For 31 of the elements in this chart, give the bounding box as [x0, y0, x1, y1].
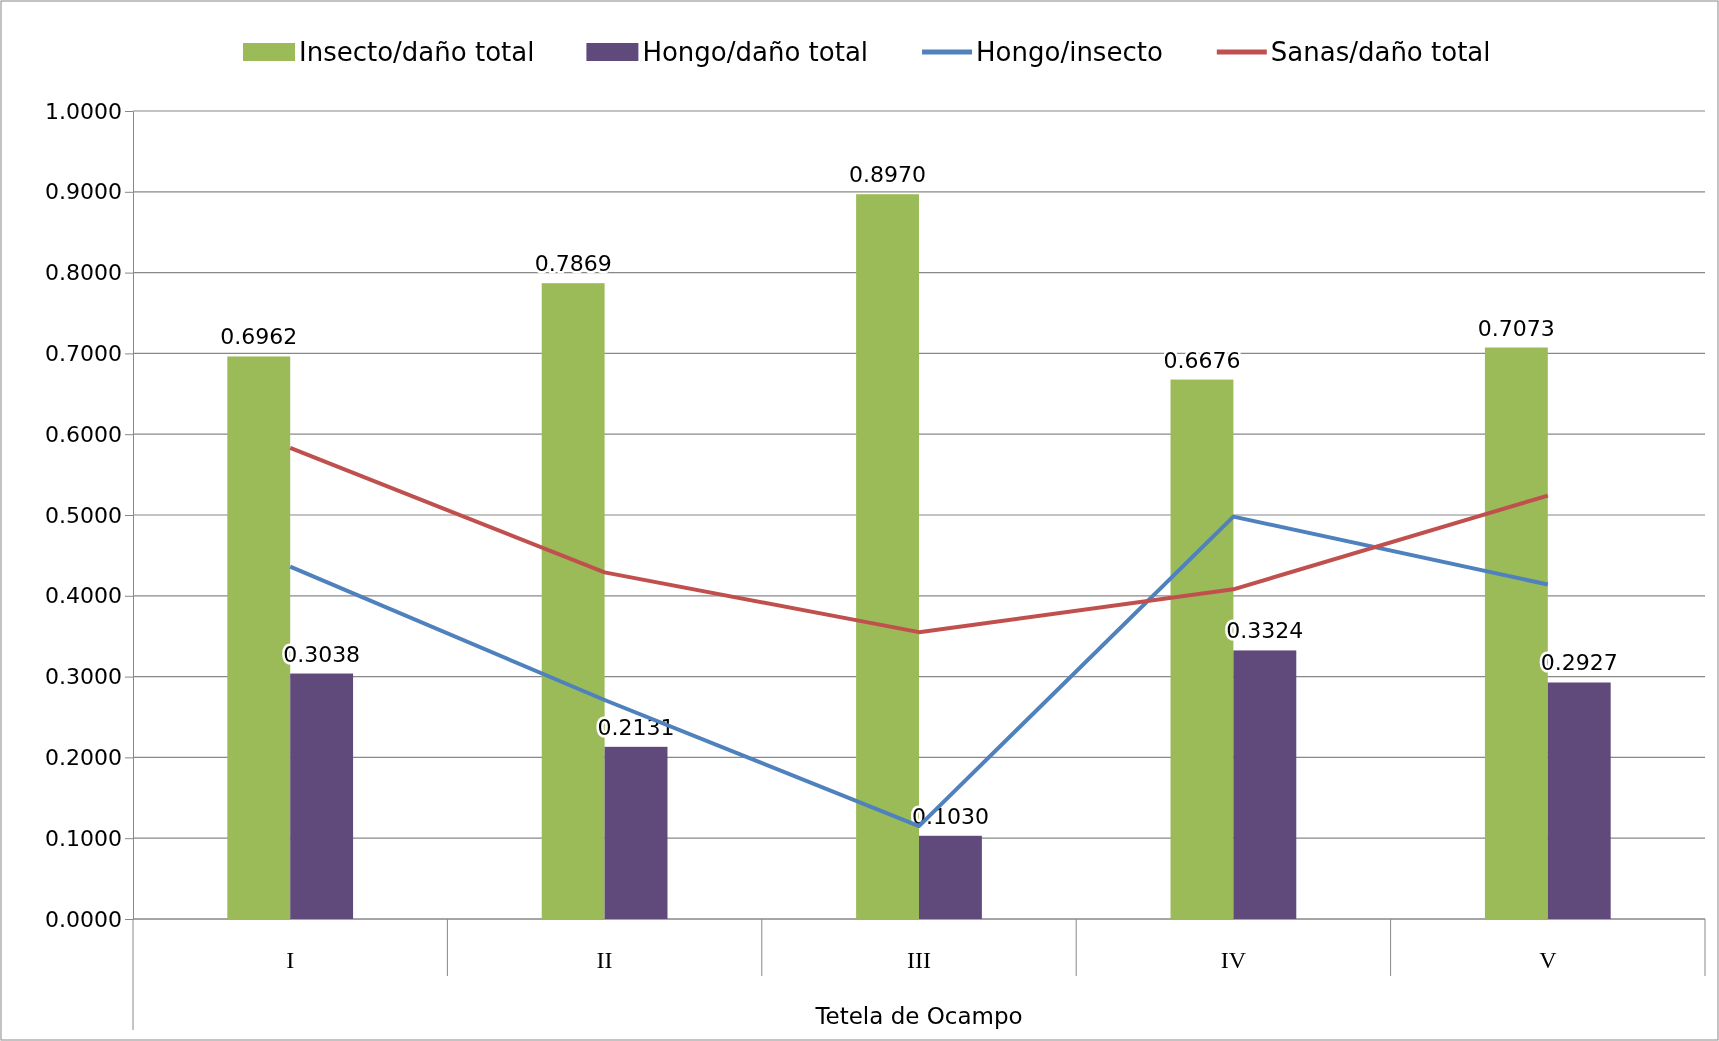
data-label: 0.7869: [534, 251, 612, 277]
bar: [290, 673, 354, 919]
x-tick-label: I: [286, 947, 295, 973]
bar: [604, 746, 668, 919]
x-tick-label: V: [1539, 947, 1558, 973]
y-tick-label: 0.7000: [45, 340, 122, 366]
x-axis-title: Tetela de Ocampo: [814, 1003, 1023, 1029]
y-tick-label: 0.4000: [45, 583, 122, 609]
legend-label: Insecto/daño total: [299, 37, 535, 67]
y-tick-label: 0.5000: [45, 502, 122, 528]
legend-label: Sanas/daño total: [1270, 37, 1491, 67]
data-label: 0.6676: [1163, 347, 1241, 373]
legend-label: Hongo/insecto: [976, 37, 1163, 67]
y-tick-label: 0.1000: [45, 825, 122, 851]
y-tick-label: 0.6000: [45, 421, 122, 447]
x-tick-label: IV: [1220, 947, 1247, 973]
y-tick-label: 0.2000: [45, 744, 122, 770]
data-label: 0.7073: [1477, 315, 1555, 341]
bar: [1233, 650, 1297, 919]
y-tick-label: 0.0000: [45, 906, 122, 932]
x-tick-label: II: [596, 947, 613, 973]
bar: [919, 835, 982, 919]
data-label: 0.6962: [220, 324, 298, 350]
data-label: 0.8970: [849, 162, 927, 188]
legend-label: Hongo/daño total: [642, 37, 869, 67]
y-tick-label: 0.8000: [45, 260, 122, 286]
y-tick-label: 1.0000: [45, 98, 122, 124]
y-tick-label: 0.3000: [45, 664, 122, 690]
x-tick-label: III: [907, 947, 931, 973]
bar: [1547, 682, 1611, 919]
y-tick-label: 0.9000: [45, 179, 122, 205]
